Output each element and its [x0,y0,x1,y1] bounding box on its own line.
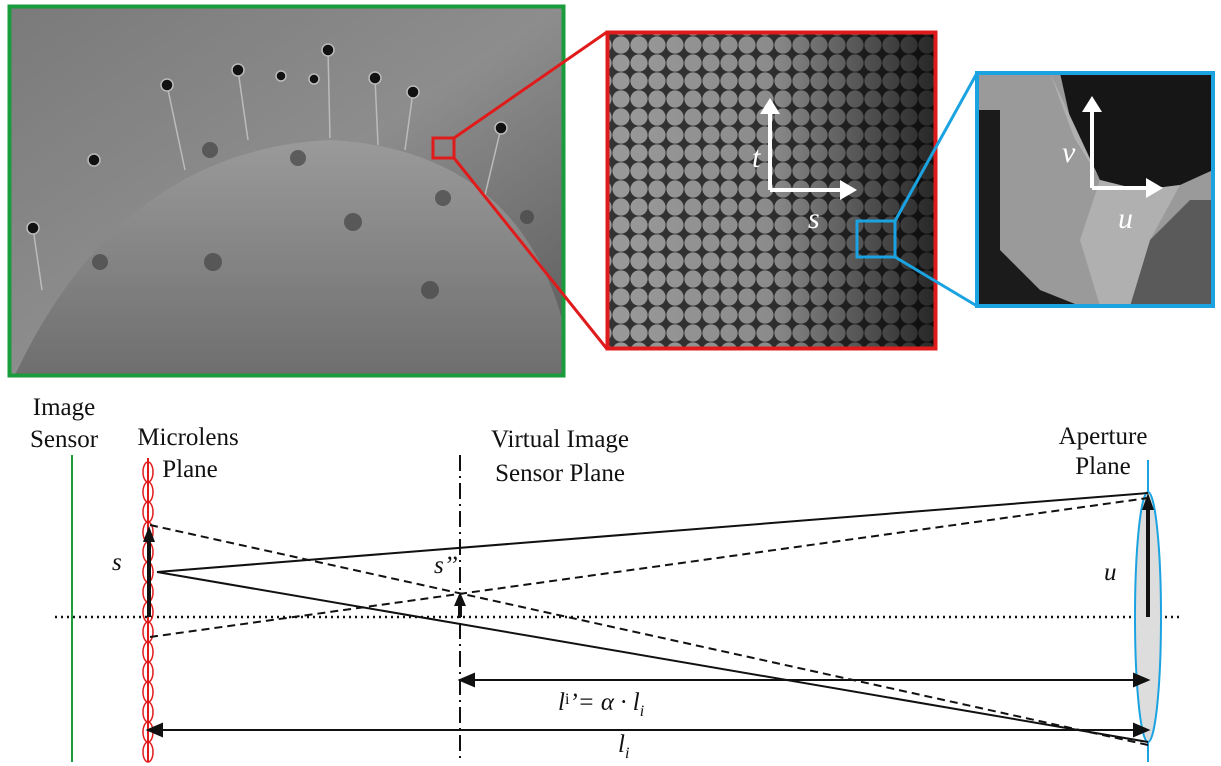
plane-label: Plane [1075,453,1131,480]
figure: t s v u Image Sensor Microlens Plane Vir… [0,0,1221,766]
plane-label: Sensor Plane [495,460,625,487]
symbol: s’’ [434,552,458,579]
plane-label: Plane [162,456,218,483]
plane-label: Virtual Image [491,426,629,453]
scaled-distance: li’= α · li [558,689,644,720]
t-label: t [752,141,761,174]
u-label: u [1118,202,1133,235]
sym: l [618,731,625,758]
v-label: v [1062,136,1076,169]
plane-label: Aperture [1059,423,1148,450]
plane-label: Sensor [30,426,99,453]
sym: l [633,689,640,716]
plane-label: Microlens [137,424,238,451]
full-distance: li [618,731,629,762]
symbol: u [1104,559,1117,586]
sym: l [558,689,565,716]
s-label: s [808,202,820,235]
symbol: s [112,549,122,576]
sym: ’= α · [569,689,632,716]
plane-label: Image [33,394,95,421]
sub: i [640,703,644,720]
sub: i [625,745,629,762]
